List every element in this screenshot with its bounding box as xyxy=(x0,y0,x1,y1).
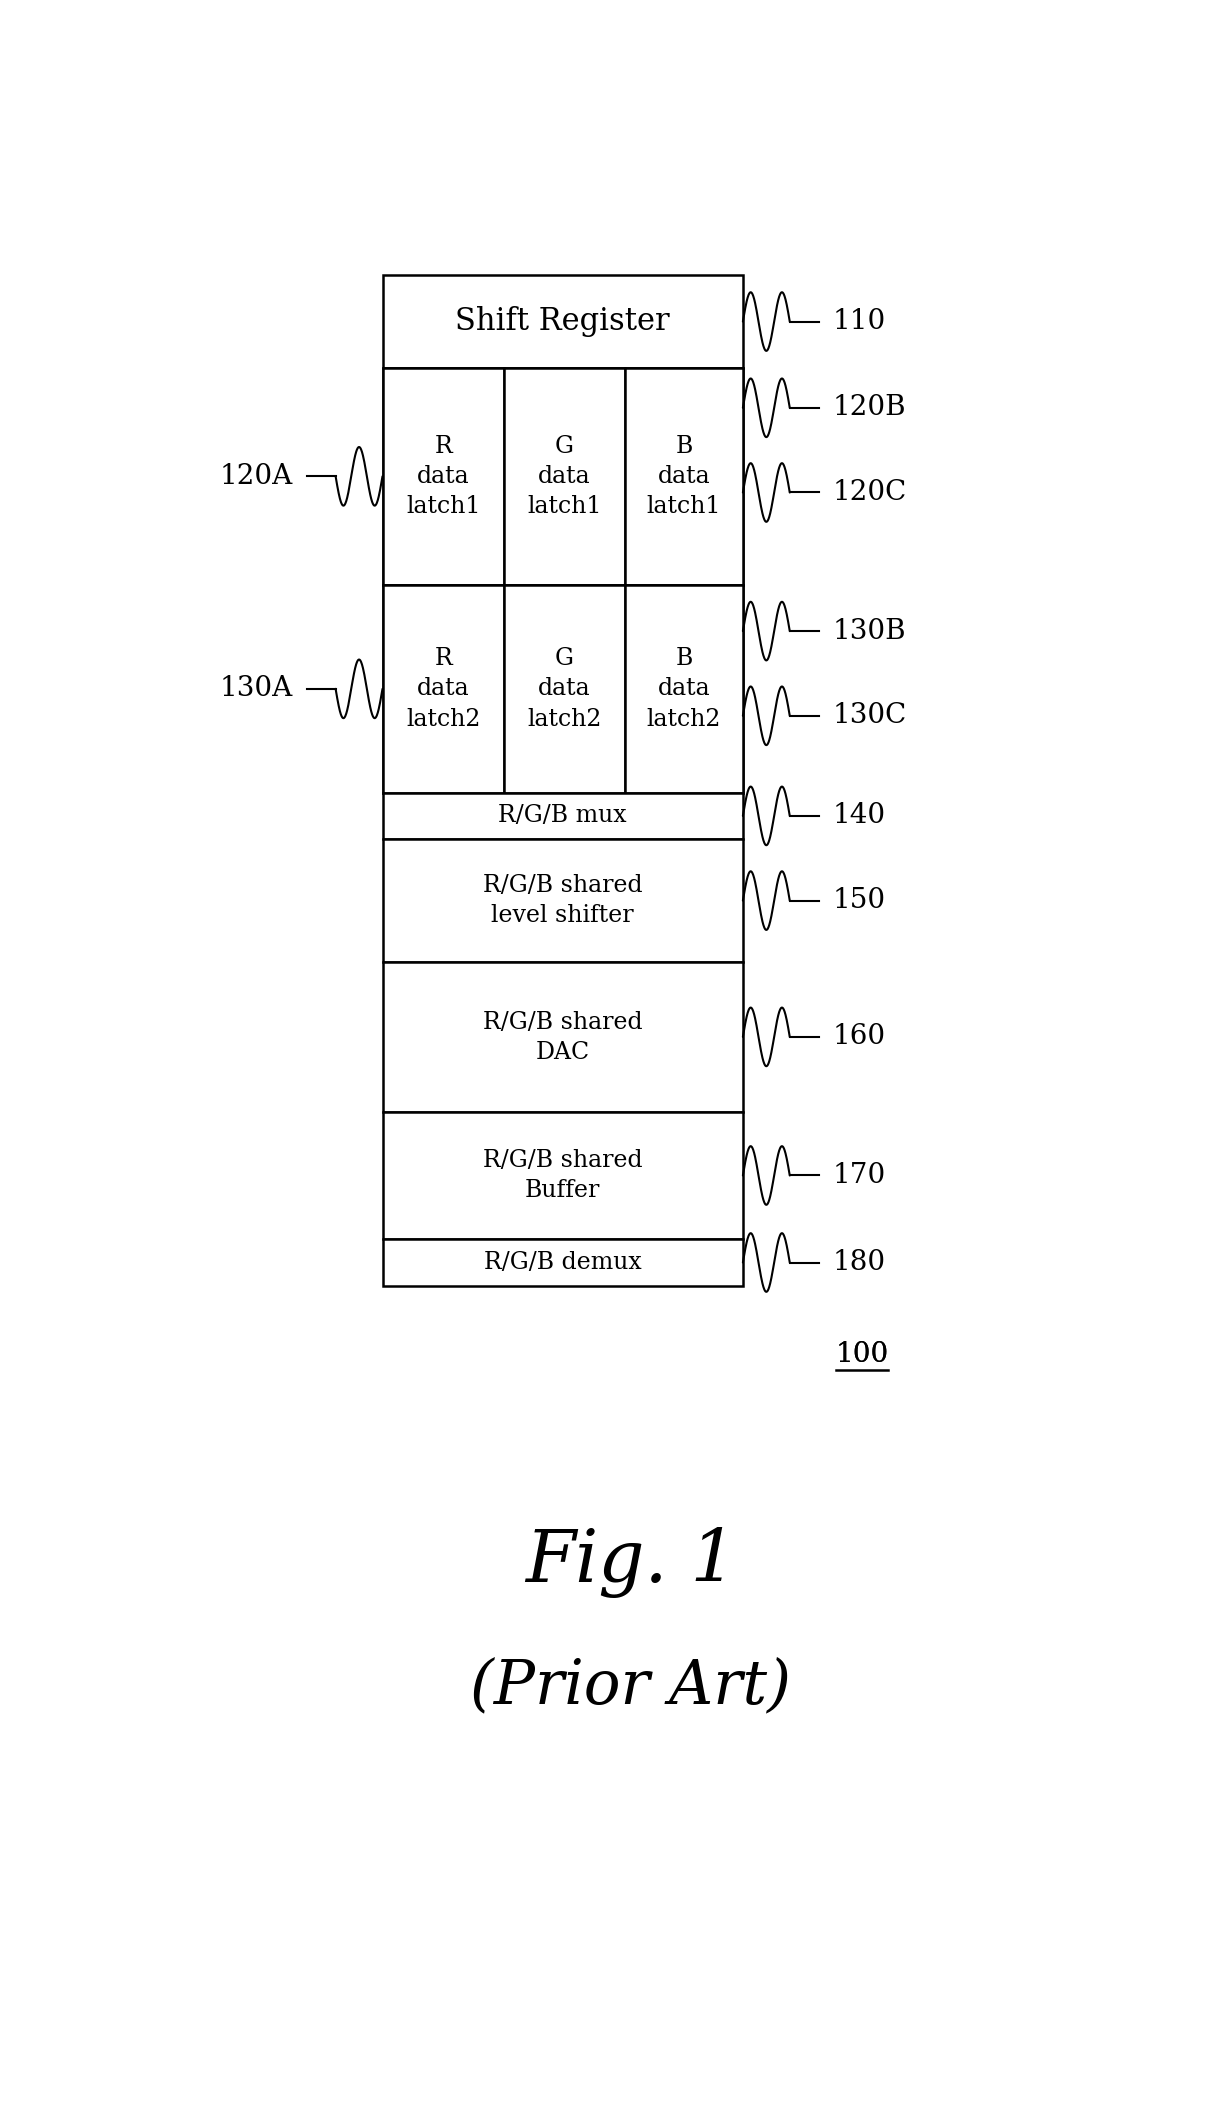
Text: R/G/B shared
DAC: R/G/B shared DAC xyxy=(483,1011,643,1064)
Text: R/G/B mux: R/G/B mux xyxy=(499,804,627,827)
Text: 130B: 130B xyxy=(833,618,906,645)
Bar xyxy=(383,840,742,962)
Text: 100: 100 xyxy=(836,1341,889,1368)
Text: 140: 140 xyxy=(833,802,886,829)
Text: 150: 150 xyxy=(833,886,886,914)
Text: R/G/B shared
level shifter: R/G/B shared level shifter xyxy=(483,873,643,926)
Bar xyxy=(383,586,742,793)
Text: 110: 110 xyxy=(833,309,886,334)
Text: Fig. 1: Fig. 1 xyxy=(524,1527,736,1599)
Text: Shift Register: Shift Register xyxy=(455,307,670,336)
Text: G
data
latch2: G data latch2 xyxy=(527,647,602,730)
Bar xyxy=(383,368,742,586)
Text: R
data
latch2: R data latch2 xyxy=(406,647,480,730)
Text: R
data
latch1: R data latch1 xyxy=(406,434,480,518)
Bar xyxy=(625,586,742,793)
Text: (Prior Art): (Prior Art) xyxy=(470,1656,792,1715)
Text: 170: 170 xyxy=(833,1161,886,1189)
Text: 120B: 120B xyxy=(833,393,906,421)
Bar xyxy=(625,368,742,586)
Text: G
data
latch1: G data latch1 xyxy=(527,434,602,518)
Bar xyxy=(383,793,742,840)
Text: 180: 180 xyxy=(833,1250,886,1275)
Text: 160: 160 xyxy=(833,1024,886,1051)
Text: B
data
latch1: B data latch1 xyxy=(646,434,721,518)
Bar xyxy=(505,368,625,586)
Bar xyxy=(383,368,505,586)
Text: 120C: 120C xyxy=(833,478,907,505)
Text: B
data
latch2: B data latch2 xyxy=(646,647,721,730)
Bar xyxy=(505,586,625,793)
Text: 130A: 130A xyxy=(219,675,293,702)
Bar xyxy=(383,586,505,793)
Text: 120A: 120A xyxy=(219,463,293,491)
Text: 100: 100 xyxy=(836,1341,889,1368)
Bar xyxy=(383,275,742,368)
Text: R/G/B demux: R/G/B demux xyxy=(484,1250,641,1273)
Text: R/G/B shared
Buffer: R/G/B shared Buffer xyxy=(483,1148,643,1203)
Bar xyxy=(383,962,742,1112)
Text: 130C: 130C xyxy=(833,702,907,730)
Bar xyxy=(383,1239,742,1286)
Bar xyxy=(383,1112,742,1239)
